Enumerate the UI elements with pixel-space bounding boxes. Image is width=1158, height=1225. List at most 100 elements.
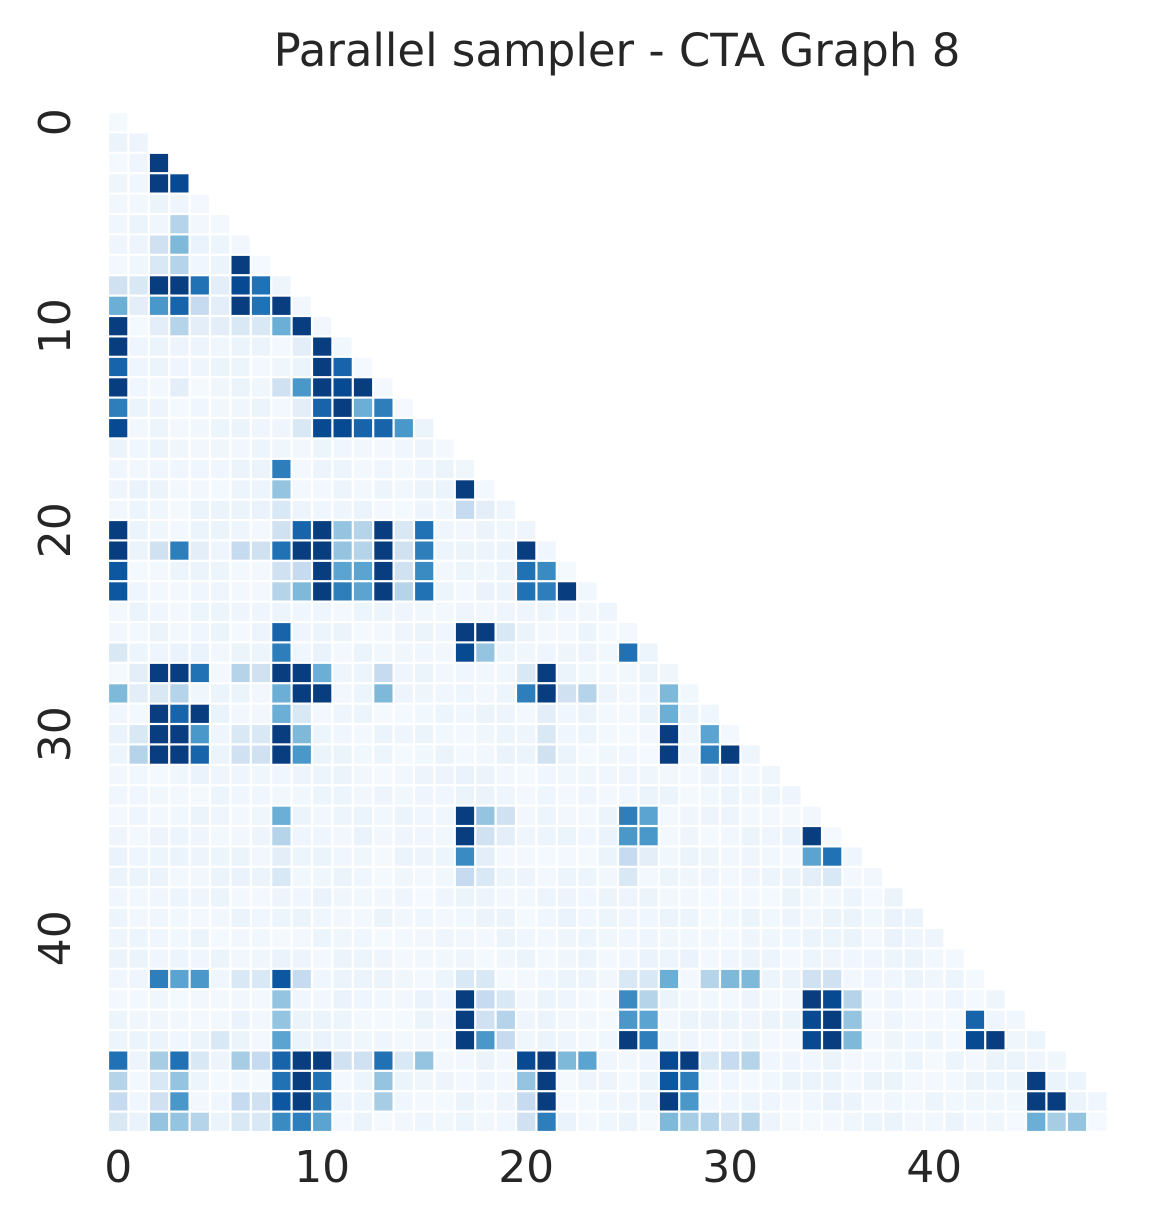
heatmap-cell bbox=[557, 949, 577, 968]
heatmap-cell bbox=[374, 1071, 393, 1091]
heatmap-cell bbox=[415, 1051, 434, 1070]
heatmap-cell bbox=[190, 1031, 209, 1050]
heatmap-cell bbox=[435, 500, 454, 519]
heatmap-cell bbox=[517, 867, 536, 887]
heatmap-cell bbox=[129, 725, 148, 744]
heatmap-cell bbox=[619, 663, 638, 683]
heatmap-cell bbox=[129, 990, 148, 1009]
heatmap-cell bbox=[353, 847, 373, 866]
heatmap-cell bbox=[598, 969, 617, 989]
heatmap-cell bbox=[170, 357, 189, 377]
heatmap-cell bbox=[129, 378, 148, 397]
heatmap-cell bbox=[109, 888, 128, 907]
heatmap-cell bbox=[537, 561, 556, 581]
heatmap-cell bbox=[496, 949, 515, 968]
heatmap-cell bbox=[109, 480, 128, 499]
heatmap-cell bbox=[415, 786, 434, 805]
heatmap-cell bbox=[251, 990, 271, 1009]
heatmap-cell bbox=[761, 969, 781, 989]
heatmap-cell bbox=[292, 398, 311, 417]
heatmap-cell bbox=[598, 949, 617, 968]
heatmap-cell bbox=[761, 908, 781, 927]
heatmap-cell bbox=[904, 908, 923, 927]
heatmap-cell bbox=[292, 337, 311, 356]
heatmap-cell bbox=[292, 439, 311, 458]
heatmap-cell bbox=[353, 684, 373, 703]
heatmap-cell bbox=[251, 847, 271, 866]
heatmap-cell bbox=[251, 378, 271, 397]
heatmap-cell bbox=[394, 908, 413, 927]
heatmap-cell bbox=[802, 1031, 821, 1050]
heatmap-cell bbox=[578, 765, 597, 785]
heatmap-cell bbox=[1047, 1051, 1066, 1070]
heatmap-cell bbox=[863, 1010, 883, 1029]
heatmap-cell bbox=[639, 684, 658, 703]
heatmap-cell bbox=[129, 806, 148, 825]
heatmap-cell bbox=[272, 602, 291, 621]
heatmap-cell bbox=[394, 929, 413, 948]
heatmap-cell bbox=[109, 296, 128, 315]
heatmap-cell bbox=[537, 847, 556, 866]
heatmap-cell bbox=[1088, 1092, 1107, 1111]
heatmap-cell bbox=[476, 541, 495, 560]
heatmap-cell bbox=[659, 745, 679, 764]
heatmap-cell bbox=[353, 663, 373, 683]
heatmap-cell bbox=[272, 908, 291, 927]
heatmap-cell bbox=[333, 725, 352, 744]
heatmap-cell bbox=[211, 888, 230, 907]
heatmap-cell bbox=[109, 378, 128, 397]
heatmap-cell bbox=[394, 1051, 413, 1070]
heatmap-cell bbox=[231, 255, 250, 275]
heatmap-cell bbox=[496, 602, 515, 621]
heatmap-cell bbox=[455, 663, 475, 683]
heatmap-cell bbox=[292, 623, 311, 642]
heatmap-cell bbox=[904, 1010, 923, 1029]
heatmap-cell bbox=[353, 806, 373, 825]
heatmap-cells bbox=[109, 113, 1107, 1131]
heatmap-cell bbox=[619, 806, 638, 825]
heatmap-cell bbox=[313, 704, 332, 723]
y-tick-label: 10 bbox=[30, 298, 81, 354]
heatmap-cell bbox=[598, 827, 617, 846]
heatmap-cell bbox=[598, 745, 617, 764]
heatmap-cell bbox=[129, 133, 148, 152]
heatmap-cell bbox=[517, 990, 536, 1009]
heatmap-cell bbox=[455, 745, 475, 764]
heatmap-cell bbox=[761, 827, 781, 846]
heatmap-cell bbox=[149, 398, 169, 417]
heatmap-cell bbox=[517, 561, 536, 581]
heatmap-cell bbox=[170, 521, 189, 540]
heatmap-cell bbox=[476, 704, 495, 723]
heatmap-cell bbox=[965, 1051, 985, 1070]
heatmap-cell bbox=[353, 1031, 373, 1050]
heatmap-cell bbox=[435, 949, 454, 968]
heatmap-cell bbox=[435, 704, 454, 723]
heatmap-cell bbox=[843, 1051, 862, 1070]
heatmap-cell bbox=[149, 235, 169, 254]
heatmap-cell bbox=[945, 1092, 964, 1111]
heatmap-cell bbox=[109, 174, 128, 193]
heatmap-cell bbox=[190, 867, 209, 887]
heatmap-cell bbox=[129, 500, 148, 519]
heatmap-cell bbox=[374, 541, 393, 560]
heatmap-cell bbox=[333, 500, 352, 519]
heatmap-cell bbox=[537, 765, 556, 785]
heatmap-cell bbox=[476, 1051, 495, 1070]
heatmap-cell bbox=[415, 582, 434, 601]
heatmap-cell bbox=[374, 806, 393, 825]
heatmap-cell bbox=[231, 1071, 250, 1091]
heatmap-cell bbox=[455, 888, 475, 907]
heatmap-cell bbox=[353, 398, 373, 417]
heatmap-cell bbox=[802, 990, 821, 1009]
heatmap-cell bbox=[149, 867, 169, 887]
heatmap-cell bbox=[353, 929, 373, 948]
heatmap-cell bbox=[557, 847, 577, 866]
heatmap-cell bbox=[292, 990, 311, 1009]
heatmap-cell bbox=[211, 908, 230, 927]
heatmap-cell bbox=[190, 786, 209, 805]
heatmap-cell bbox=[435, 827, 454, 846]
heatmap-cell bbox=[149, 949, 169, 968]
heatmap-cell bbox=[211, 704, 230, 723]
heatmap-cell bbox=[129, 582, 148, 601]
heatmap-cell bbox=[129, 786, 148, 805]
